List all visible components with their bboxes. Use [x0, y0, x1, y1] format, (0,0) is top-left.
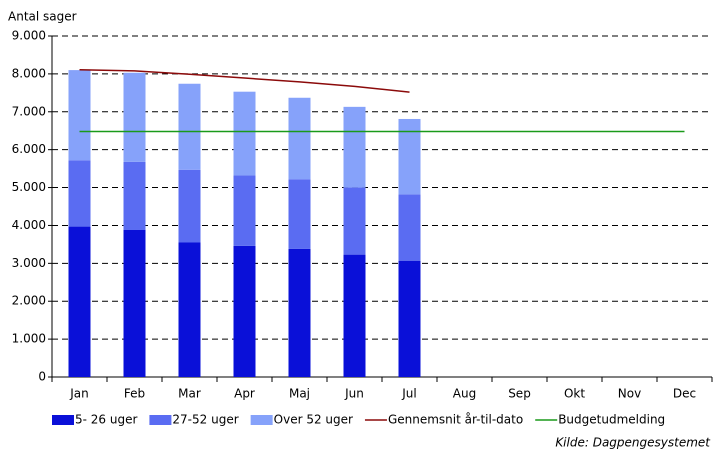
- bar: [288, 97, 311, 180]
- legend-swatch: [250, 415, 273, 425]
- bar: [288, 179, 311, 249]
- y-tick-label: 7.000: [12, 104, 46, 118]
- x-tick-label: Mar: [178, 387, 201, 401]
- legend-swatch: [149, 415, 172, 425]
- y-tick-label: 5.000: [12, 180, 46, 194]
- x-tick-label: Dec: [673, 387, 696, 401]
- bar: [398, 194, 421, 261]
- y-tick-label: 1.000: [12, 332, 46, 346]
- x-tick-label: Jan: [69, 387, 89, 401]
- bar: [123, 229, 146, 377]
- bar: [123, 161, 146, 230]
- x-tick-label: Apr: [234, 387, 255, 401]
- y-axis-title: Antal sager: [8, 10, 77, 24]
- y-tick-label: 9.000: [12, 29, 46, 43]
- bar: [233, 91, 256, 176]
- bar: [68, 160, 91, 227]
- bar: [68, 70, 91, 161]
- y-tick-label: 2.000: [12, 294, 46, 308]
- legend-label: Over 52 uger: [274, 413, 353, 427]
- y-tick-label: 6.000: [12, 142, 46, 156]
- bar: [288, 248, 311, 377]
- bar: [233, 175, 256, 246]
- y-tick-label: 4.000: [12, 218, 46, 232]
- bar: [233, 245, 256, 377]
- x-tick-label: Aug: [453, 387, 476, 401]
- x-tick-label: Jun: [344, 387, 364, 401]
- bar: [343, 106, 366, 188]
- source: Kilde: Dagpengesystemet: [555, 436, 711, 450]
- bar: [178, 242, 201, 377]
- legend-label: Budgetudmelding: [558, 413, 665, 427]
- x-tick-label: Nov: [618, 387, 641, 401]
- bar: [398, 260, 421, 377]
- legend-label: 5- 26 uger: [75, 413, 137, 427]
- bar: [123, 72, 146, 162]
- bar: [178, 83, 201, 170]
- y-tick-label: 3.000: [12, 256, 46, 270]
- x-tick-label: Sep: [508, 387, 531, 401]
- bar: [343, 254, 366, 377]
- line: [79, 68, 410, 93]
- bar: [398, 118, 421, 195]
- x-tick-label: Feb: [124, 387, 145, 401]
- bar: [343, 187, 366, 255]
- x-tick-label: Okt: [564, 387, 585, 401]
- legend-swatch: [52, 415, 74, 425]
- x-tick-label: Maj: [289, 387, 310, 401]
- legend-label: 27-52 uger: [172, 413, 238, 427]
- legend-label: Gennemsnit år-til-dato: [388, 413, 523, 427]
- bar: [178, 169, 201, 243]
- bar: [68, 226, 91, 377]
- y-tick-label: 8.000: [12, 66, 46, 80]
- y-tick-label: 0: [38, 370, 46, 384]
- x-tick-label: Jul: [401, 387, 416, 401]
